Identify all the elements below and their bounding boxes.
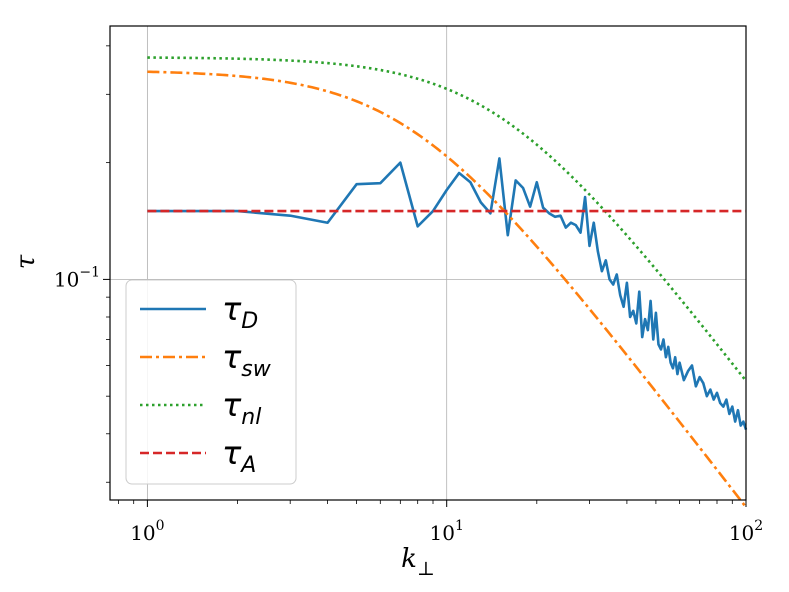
x-tick-label-exponent: 1 xyxy=(455,518,464,534)
x-tick-label-base: 10 xyxy=(430,521,455,545)
y-tick-label-base: 10 xyxy=(54,267,79,291)
x-tick-label-base: 10 xyxy=(729,521,754,545)
legend-label-d: τD xyxy=(222,290,258,334)
y-axis-label: τ xyxy=(11,254,41,269)
legend-label-subscript: nl xyxy=(241,405,261,430)
legend-label-base: τ xyxy=(222,434,242,472)
legend-box xyxy=(125,279,297,485)
minor-ticks xyxy=(106,45,733,504)
series-line-d xyxy=(147,157,748,431)
x-tick-label: 101 xyxy=(430,518,464,545)
plot-area-frame xyxy=(109,25,747,501)
legend-label-base: τ xyxy=(222,290,242,328)
legend-label-sw: τsw xyxy=(222,338,272,382)
series-line-sw xyxy=(147,70,748,508)
x-tick-label-exponent: 0 xyxy=(156,518,165,534)
legend-label-a: τA xyxy=(222,434,256,478)
legend-label-base: τ xyxy=(222,338,242,376)
x-tick-label: 102 xyxy=(729,518,763,545)
legend-label-base: τ xyxy=(222,386,242,424)
legend-label-subscript: D xyxy=(241,309,258,334)
x-tick-label: 100 xyxy=(130,518,164,545)
legend-label-subscript: sw xyxy=(241,357,271,382)
series-lines xyxy=(147,56,748,508)
major-ticks xyxy=(103,278,747,507)
y-tick-label-exponent: −1 xyxy=(79,264,100,280)
legend-label-subscript: A xyxy=(239,453,256,478)
legend-label-nl: τnl xyxy=(222,386,261,430)
x-tick-label-base: 10 xyxy=(130,521,155,545)
x-tick-label-exponent: 2 xyxy=(754,518,763,534)
x-axis-label-subscript: ⊥ xyxy=(417,558,435,580)
y-tick-label: 10−1 xyxy=(54,264,100,291)
x-axis-label: k⊥ xyxy=(401,544,435,580)
